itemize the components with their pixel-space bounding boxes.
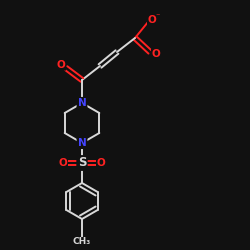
Text: N: N xyxy=(78,98,86,108)
Text: O: O xyxy=(58,158,68,168)
Text: O: O xyxy=(96,158,106,168)
Text: CH₃: CH₃ xyxy=(73,238,91,246)
Text: N: N xyxy=(78,138,86,148)
Text: O: O xyxy=(152,49,160,59)
Text: ⁻: ⁻ xyxy=(156,12,160,20)
Text: S: S xyxy=(78,156,86,170)
Text: O: O xyxy=(148,15,156,25)
Text: O: O xyxy=(56,60,66,70)
